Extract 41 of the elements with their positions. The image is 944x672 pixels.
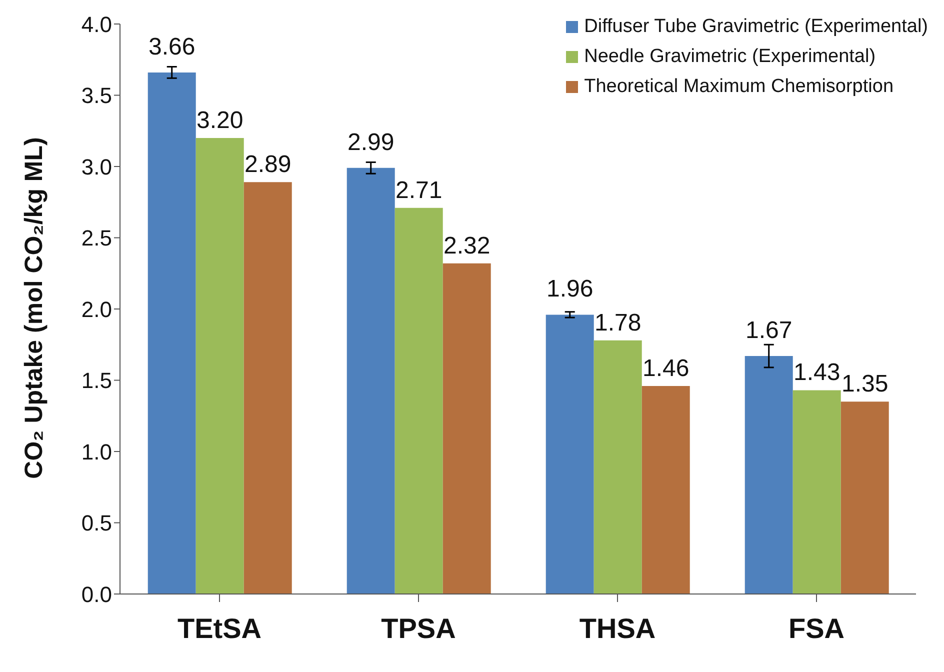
bar	[840, 402, 889, 594]
y-tick-label: 2.0	[81, 296, 112, 322]
y-tick-label: 3.0	[81, 154, 112, 180]
bar	[792, 390, 841, 594]
data-label: 1.78	[594, 309, 642, 336]
data-label: 2.99	[348, 128, 394, 156]
legend-label: Diffuser Tube Gravimetric (Experimental)	[584, 15, 928, 39]
bar	[442, 263, 491, 594]
data-label: 3.66	[148, 33, 196, 60]
x-tick-label: TPSA	[381, 612, 456, 644]
y-tick-label: 0.0	[81, 582, 112, 607]
data-label: 2.32	[444, 232, 490, 260]
x-tick-label: THSA	[579, 612, 656, 644]
data-label: 2.71	[396, 176, 442, 204]
data-label: 1.35	[842, 370, 888, 398]
y-axis-title: CO₂ Uptake (mol CO₂/kg ML)	[20, 137, 48, 479]
data-label: 2.89	[244, 151, 292, 178]
y-tick-label: 3.5	[81, 83, 112, 108]
x-tick-label: TEtSA	[178, 612, 262, 644]
bar	[148, 72, 196, 594]
data-label: 1.96	[546, 276, 594, 303]
x-tick-label: FSA	[788, 612, 844, 644]
bar	[196, 138, 244, 594]
y-tick-label: 1.0	[81, 439, 112, 464]
y-tick-label: 1.5	[81, 368, 112, 394]
data-label: 1.43	[794, 359, 840, 386]
bar	[394, 208, 443, 594]
legend-label: Theoretical Maximum Chemisorption	[584, 75, 894, 99]
bar	[744, 356, 793, 594]
y-tick-label: 4.0	[81, 12, 112, 37]
bar	[244, 182, 292, 594]
bar	[642, 386, 690, 594]
bar	[346, 168, 395, 594]
y-tick-label: 0.5	[81, 510, 112, 536]
data-label: 1.67	[746, 317, 792, 344]
data-label: 1.46	[642, 354, 690, 382]
legend-label: Needle Gravimetric (Experimental)	[584, 45, 876, 69]
bar	[594, 340, 642, 594]
data-label: 3.20	[196, 107, 244, 134]
y-tick-label: 2.5	[81, 226, 112, 251]
bar	[546, 314, 594, 594]
